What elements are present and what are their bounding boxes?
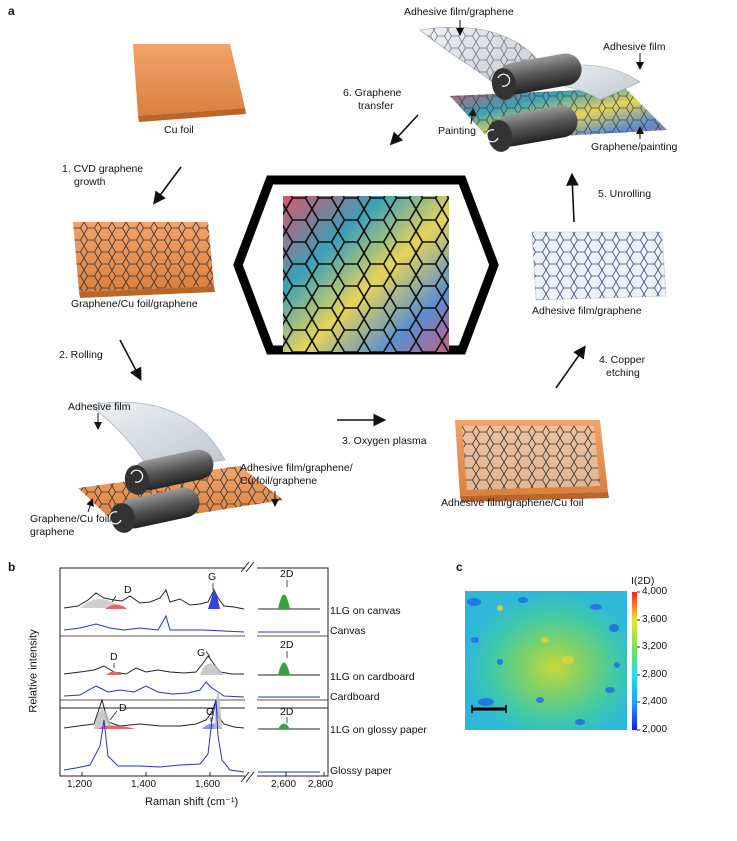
series-glossy (63, 699, 245, 773)
series-1lg-glossy (63, 698, 245, 729)
label-adhesive-stack-right: Adhesive film/graphene/Cu foil (441, 497, 584, 509)
colorbar-label: I(2D) (631, 575, 655, 587)
peak-g-canvas: G (208, 571, 217, 583)
peak-2d-canvas: 2D (280, 568, 294, 580)
arrow-step2 (119, 339, 142, 381)
xtick-2800: 2,800 (308, 779, 334, 790)
legend-1lg-cardboard: 1LG on cardboard (330, 671, 415, 683)
panel-letter-b: b (8, 560, 16, 574)
label-step5: 5. Unrolling (598, 188, 652, 200)
legend-1lg-canvas: 1LG on canvas (330, 605, 401, 617)
y-axis-label: Relative intensity (27, 629, 40, 713)
label-painting: Painting (438, 125, 476, 137)
label-graphene-cu-left-2: graphene (30, 526, 75, 538)
cbar-tick-2800: 2,800 (642, 669, 668, 680)
adhesive-graphene-sheet (531, 231, 667, 301)
xtick-2600: 2,600 (271, 779, 297, 790)
x-axis-label: Raman shift (cm⁻¹) (145, 796, 239, 808)
cbar-tick-2400: 2,400 (642, 696, 668, 707)
peak-2d-glossy: 2D (280, 706, 294, 718)
graphene-cu-plate (73, 222, 215, 298)
label-step1-line2: growth (74, 176, 106, 188)
panel-letter-c: c (456, 560, 463, 574)
heatmap-area (465, 591, 627, 730)
legend-1lg-glossy: 1LG on glossy paper (330, 724, 427, 736)
cbar-tick-3200: 3,200 (642, 641, 668, 652)
painting-hexagon-frame (233, 175, 499, 355)
arrow-step5 (566, 172, 579, 223)
adhesive-cu-plate (455, 420, 609, 502)
series-cardboard (63, 681, 245, 698)
cbar-tick-3600: 3,600 (642, 614, 668, 625)
peak-g-glossy: G (206, 706, 215, 718)
label-adhesive-stack-left-2: Cu foil/graphene (240, 475, 318, 487)
label-step1-line1: 1. CVD graphene (62, 163, 144, 175)
xtick-1600: 1,600 (195, 779, 221, 790)
peak-g-cardboard: G (197, 647, 206, 659)
label-graphene-painting: Graphene/painting (591, 141, 678, 153)
label-cu-foil: Cu foil (164, 124, 194, 136)
label-step2: 2. Rolling (59, 349, 103, 361)
xtick-1200: 1,200 (67, 779, 93, 790)
label-top-adhesive-film: Adhesive film (603, 41, 666, 53)
label-graphene-cu-left-1: Graphene/Cu foil/ (30, 513, 113, 525)
peak-d-glossy: D (119, 702, 127, 714)
label-adhesive-graphene: Adhesive film/graphene (532, 305, 642, 317)
cbar-tick-4000: 4,000 (642, 586, 668, 597)
label-step4-line2: etching (606, 367, 640, 379)
raman-frame-top (59, 567, 329, 709)
peak-d-canvas: D (124, 584, 132, 596)
label-graphene-cu: Graphene/Cu foil/graphene (71, 298, 198, 310)
cu-foil-plate (133, 44, 246, 122)
series-1lg-canvas (63, 588, 245, 610)
arrow-step1 (153, 166, 182, 205)
rolling-assembly-left (78, 402, 283, 533)
label-adhesive-film-left: Adhesive film (68, 401, 131, 413)
peak-d-cardboard: D (110, 651, 118, 663)
arrow-step6 (389, 114, 419, 146)
series-1lg-cardboard (63, 655, 244, 675)
legend-canvas: Canvas (330, 625, 366, 637)
legend-cardboard: Cardboard (330, 691, 380, 703)
panel-letter-a: a (8, 4, 15, 18)
label-step3: 3. Oxygen plasma (342, 435, 427, 447)
transfer-assembly-top (419, 26, 667, 152)
legend-glossy: Glossy paper (330, 765, 392, 777)
peak-2d-cardboard: 2D (280, 639, 294, 651)
label-step4-line1: 4. Copper (599, 354, 646, 366)
label-step6-line2: transfer (358, 100, 394, 112)
label-adhesive-stack-left-1: Adhesive film/graphene/ (240, 462, 353, 474)
label-step6-line1: 6. Graphene (343, 87, 402, 99)
cbar-tick-2000: 2,000 (642, 724, 668, 735)
panel-a-illustration (73, 20, 667, 533)
arrow-step4 (555, 345, 586, 389)
label-top-adhesive-graphene: Adhesive film/graphene (404, 6, 514, 18)
colorbar (632, 592, 637, 730)
series-canvas (63, 614, 245, 633)
xtick-1400: 1,400 (131, 779, 157, 790)
